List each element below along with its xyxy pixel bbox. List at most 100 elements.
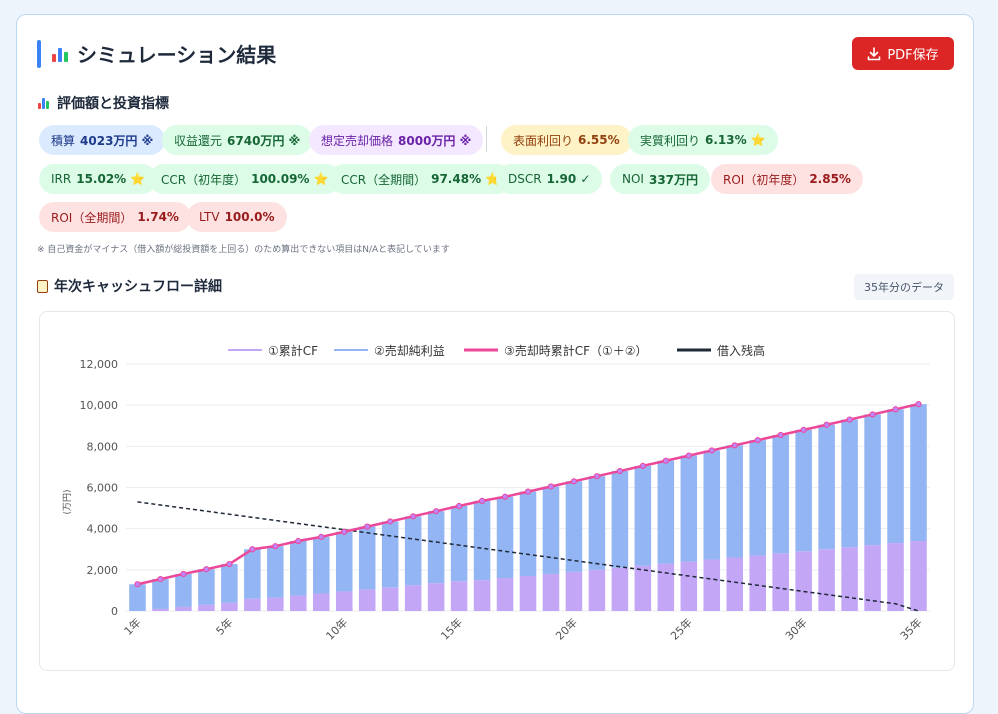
bar-sale-net-profit — [152, 579, 169, 609]
bar-cumulative-cf — [450, 581, 468, 611]
point-sale-cumulative-cf — [272, 543, 279, 550]
x-tick-label: 5年 — [213, 615, 236, 638]
point-sale-cumulative-cf — [433, 508, 440, 515]
point-sale-cumulative-cf — [800, 426, 807, 433]
bar-sale-net-profit — [703, 450, 721, 560]
bar-cumulative-cf — [496, 578, 514, 611]
bar-sale-net-profit — [312, 536, 330, 594]
pdf-save-button[interactable]: PDF保存 — [852, 37, 954, 70]
metric-label: 表面利回り — [513, 133, 574, 148]
metric-chip: CCR（全期間） 97.48% ⭐ — [329, 164, 513, 194]
bar-cumulative-cf — [267, 597, 284, 611]
bar-cumulative-cf — [818, 549, 835, 611]
bar-sale-net-profit — [611, 471, 629, 568]
point-sale-cumulative-cf — [823, 421, 830, 428]
metric-label: LTV — [199, 210, 220, 224]
y-tick-label: 4,000 — [87, 523, 119, 536]
line-loan-balance — [137, 501, 919, 612]
bar-sale-net-profit — [267, 546, 284, 598]
bar-cumulative-cf — [473, 580, 491, 611]
point-sale-cumulative-cf — [134, 581, 141, 588]
page-title: シミュレーション結果 — [77, 43, 277, 67]
metric-value: 6.55% — [578, 133, 620, 147]
metrics-section-title: 評価額と投資指標 — [37, 93, 169, 113]
bar-cumulative-cf — [427, 583, 445, 611]
metric-chip: LTV 100.0% — [187, 202, 287, 232]
bar-cumulative-cf — [634, 565, 652, 611]
bar-cumulative-cf — [198, 604, 215, 611]
bar-cumulative-cf — [221, 602, 238, 611]
point-sale-cumulative-cf — [501, 493, 509, 500]
metric-label: 収益還元 — [174, 133, 223, 148]
bar-sale-net-profit — [542, 486, 560, 574]
bar-cumulative-cf — [588, 569, 606, 611]
metric-value: 100.0% — [224, 210, 275, 224]
metric-label: 想定売却価格 — [321, 133, 394, 148]
cashflow-chart-svg: 0 2,000 4,000 6,000 8,000 10,000 12,000 (万円) 1年 5… — [62, 343, 930, 643]
metric-value: 337万円 — [648, 172, 699, 187]
clipboard-icon — [37, 279, 48, 293]
bar-cumulative-cf — [726, 557, 744, 611]
metric-chip: 表面利回り 6.55% — [501, 125, 632, 155]
bar-chart-icon — [51, 45, 69, 63]
point-sale-cumulative-cf — [157, 575, 164, 583]
bar-sale-net-profit — [910, 404, 927, 542]
bar-cumulative-cf — [244, 598, 261, 611]
legend-label: ③売却時累計CF（①＋②） — [504, 343, 648, 358]
point-sale-cumulative-cf — [616, 467, 623, 475]
metric-label: DSCR — [508, 172, 542, 186]
bar-sale-net-profit — [565, 481, 583, 572]
metric-chip: DSCR 1.90 ✓ — [496, 164, 603, 194]
metric-chip: NOI 337万円 — [610, 164, 711, 194]
x-tick-label: 20年 — [552, 615, 580, 643]
bar-cumulative-cf — [175, 606, 192, 611]
cashflow-chart: 0 2,000 4,000 6,000 8,000 10,000 12,000 (万円) 1年 5… — [39, 311, 955, 671]
bar-sale-net-profit — [634, 465, 652, 566]
metrics-title-text: 評価額と投資指標 — [57, 96, 169, 112]
bar-cumulative-cf — [680, 561, 698, 611]
bar-sale-net-profit — [657, 460, 675, 564]
point-sale-cumulative-cf — [295, 537, 302, 545]
x-tick-label: 35年 — [897, 615, 925, 643]
point-sale-cumulative-cf — [662, 457, 669, 464]
point-sale-cumulative-cf — [731, 442, 738, 449]
bar-cumulative-cf — [565, 571, 583, 611]
cashflow-title-text: 年次キャッシュフロー詳細 — [54, 279, 222, 295]
bar-sale-net-profit — [588, 476, 606, 570]
y-tick-label: 10,000 — [80, 399, 119, 412]
bar-sale-net-profit — [680, 455, 698, 562]
bar-sale-net-profit — [818, 424, 835, 550]
point-sale-cumulative-cf — [777, 431, 784, 439]
bar-sale-net-profit — [519, 491, 537, 577]
simulation-result-card: シミュレーション結果 PDF保存 評価額と投資指標 積算 4023万円 ※ 収益還元… — [16, 14, 974, 714]
point-sale-cumulative-cf — [226, 560, 233, 568]
metric-chip: 想定売却価格 8000万円 ※ — [309, 125, 484, 155]
header: シミュレーション結果 — [37, 39, 276, 68]
metric-chip: CCR（初年度） 100.09% ⭐ — [149, 164, 341, 194]
bar-cumulative-cf — [795, 551, 812, 611]
bar-sale-net-profit — [726, 445, 744, 558]
metric-value: 4023万円 ※ — [80, 133, 154, 148]
bar-sale-net-profit — [198, 569, 215, 605]
metric-value: 1.74% — [137, 210, 179, 224]
legend-label: ②売却純利益 — [374, 343, 445, 358]
bar-sale-net-profit — [450, 506, 468, 582]
bar-sale-net-profit — [772, 435, 789, 554]
download-icon — [868, 46, 881, 60]
cashflow-section-title: 年次キャッシュフロー詳細 — [37, 276, 222, 296]
point-sale-cumulative-cf — [387, 518, 394, 525]
metric-label: NOI — [622, 172, 644, 186]
metric-value: 1.90 ✓ — [546, 172, 591, 186]
x-tick-label: 25年 — [667, 615, 695, 643]
bar-cumulative-cf — [358, 589, 376, 611]
bar-cumulative-cf — [404, 585, 422, 611]
metric-value: 2.85% — [809, 172, 851, 186]
point-sale-cumulative-cf — [410, 513, 417, 520]
bar-sale-net-profit — [221, 564, 238, 603]
bar-sale-net-profit — [795, 429, 812, 552]
legend-label: 借入残高 — [717, 343, 765, 358]
years-badge: 35年分のデータ — [854, 274, 954, 300]
point-sale-cumulative-cf — [915, 401, 922, 408]
metric-value: 8000万円 ※ — [398, 133, 472, 148]
bar-cumulative-cf — [887, 543, 904, 611]
